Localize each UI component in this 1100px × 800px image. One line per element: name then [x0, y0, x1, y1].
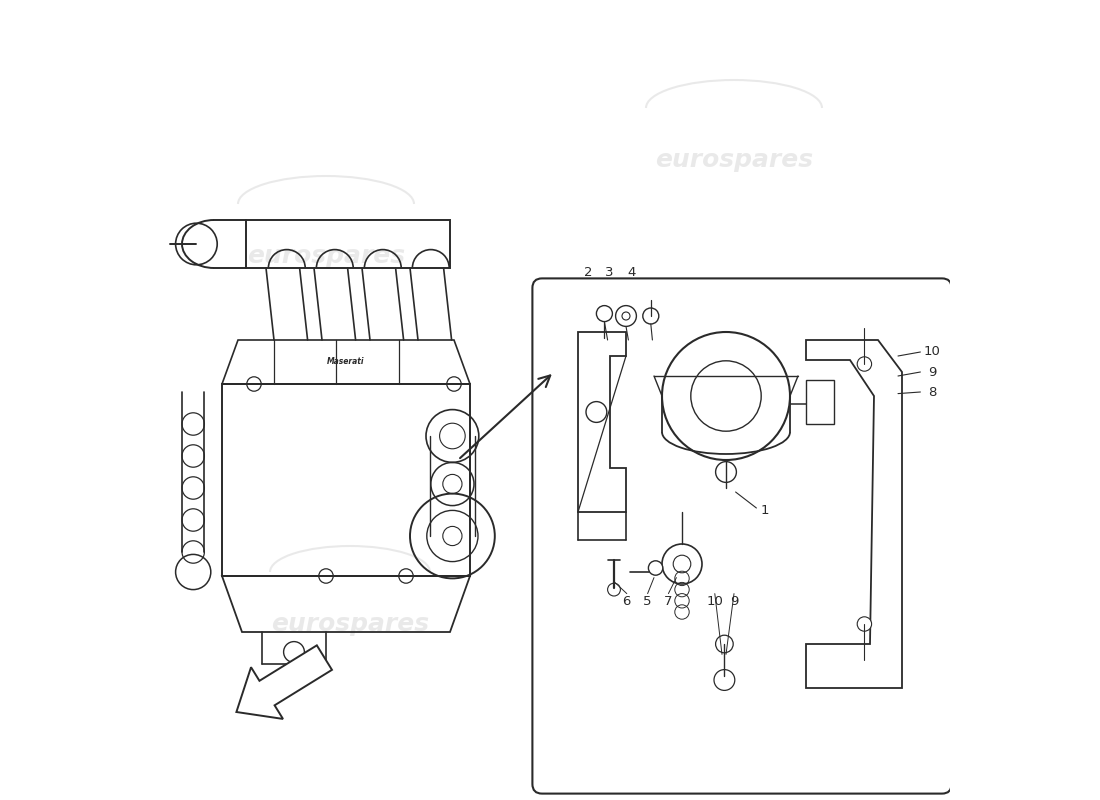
- Circle shape: [857, 357, 871, 371]
- Text: 2: 2: [584, 266, 593, 278]
- Text: 9: 9: [729, 595, 738, 608]
- Circle shape: [716, 462, 736, 482]
- Text: 9: 9: [928, 366, 936, 378]
- Text: 8: 8: [928, 386, 936, 398]
- FancyBboxPatch shape: [532, 278, 952, 794]
- Circle shape: [284, 642, 305, 662]
- Text: Maserati: Maserati: [328, 357, 365, 366]
- Text: eurospares: eurospares: [654, 148, 813, 172]
- Text: 10: 10: [924, 346, 940, 358]
- Text: eurospares: eurospares: [271, 612, 429, 636]
- Text: 5: 5: [644, 595, 652, 608]
- Bar: [806, 380, 834, 424]
- Text: 4: 4: [627, 266, 636, 278]
- Circle shape: [716, 635, 734, 653]
- Text: eurospares: eurospares: [660, 614, 792, 634]
- Text: eurospares: eurospares: [246, 244, 405, 268]
- Text: 7: 7: [664, 595, 672, 608]
- Text: 1: 1: [760, 504, 769, 517]
- Text: 3: 3: [605, 266, 614, 278]
- Circle shape: [857, 617, 871, 631]
- Polygon shape: [236, 646, 332, 719]
- Text: 6: 6: [623, 595, 631, 608]
- Circle shape: [648, 561, 663, 575]
- Text: 10: 10: [706, 595, 723, 608]
